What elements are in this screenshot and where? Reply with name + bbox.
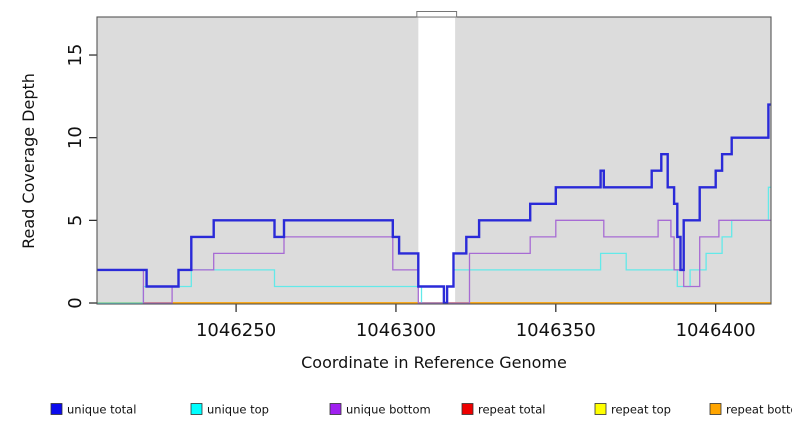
legend-swatch-unique-total	[50, 403, 63, 415]
gap-notch	[416, 11, 458, 18]
y-tick-label: 10	[65, 126, 86, 149]
x-tick-label: 1046250	[196, 320, 276, 341]
y-tick-label: 0	[65, 297, 86, 308]
legend-swatch-repeat-total	[461, 403, 474, 415]
legend-label-repeat-bottom: repeat bottom	[726, 403, 792, 417]
y-tick-label: 5	[65, 215, 86, 226]
series-unique-top-line	[97, 186, 771, 304]
x-axis-title: Coordinate in Reference Genome	[301, 353, 567, 372]
y-tick-label: 15	[65, 44, 86, 67]
legend-label-unique-bottom: unique bottom	[346, 403, 431, 417]
x-axis-ticks: 1046250 1046300 1046350 1046400	[196, 304, 756, 341]
legend-swatch-repeat-top	[594, 403, 607, 415]
legend-swatch-unique-bottom	[329, 403, 342, 415]
legend-label-unique-top: unique top	[207, 403, 269, 417]
series-unique-total-line	[97, 103, 771, 305]
legend-swatch-repeat-bottom	[709, 403, 722, 415]
x-tick-label: 1046300	[356, 320, 436, 341]
legend-swatch-unique-top	[190, 403, 203, 415]
x-tick-label: 1046350	[516, 320, 596, 341]
y-axis-title: Read Coverage Depth	[19, 73, 38, 249]
series-lines	[97, 103, 771, 305]
legend: unique total unique top unique bottom repea…	[50, 403, 792, 417]
y-axis-ticks: 0 5 10 15	[65, 44, 97, 309]
legend-label-repeat-total: repeat total	[478, 403, 545, 417]
x-tick-label: 1046400	[676, 320, 756, 341]
legend-label-repeat-top: repeat top	[611, 403, 671, 417]
gap-band	[418, 17, 456, 304]
legend-label-unique-total: unique total	[67, 403, 136, 417]
